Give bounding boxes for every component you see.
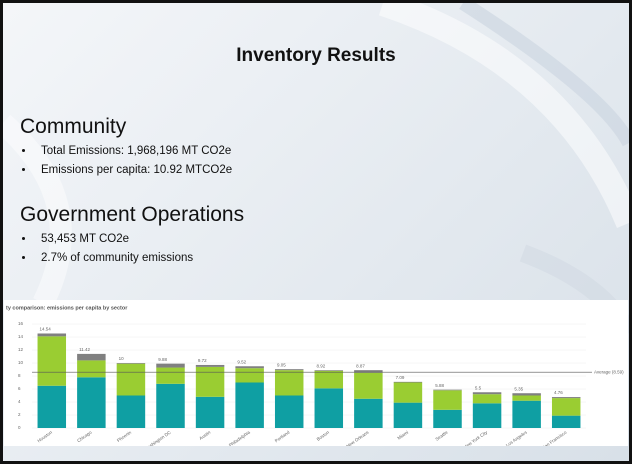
x-tick-label: Austin bbox=[198, 429, 212, 441]
bar-segment bbox=[274, 369, 304, 371]
bar-segment bbox=[393, 382, 423, 403]
bar-segment bbox=[314, 388, 344, 428]
bar-segment bbox=[37, 336, 67, 386]
total-label: 9.88 bbox=[158, 357, 167, 362]
bar-segment bbox=[195, 366, 225, 397]
y-tick-label: 0 bbox=[18, 425, 21, 430]
section-heading: Government Operations bbox=[20, 203, 245, 226]
bar-segment bbox=[274, 395, 304, 428]
bar-segment bbox=[472, 403, 502, 428]
bar-segment bbox=[235, 368, 264, 383]
y-tick-label: 12 bbox=[18, 347, 24, 352]
bar-segment bbox=[512, 393, 541, 396]
bar-segment bbox=[551, 397, 581, 399]
total-label: 5.88 bbox=[435, 383, 444, 388]
bar-segment bbox=[77, 377, 106, 428]
bullet: 53,453 MT CO2e bbox=[35, 233, 193, 245]
bullet-list: 53,453 MT CO2e 2.7% of community emissio… bbox=[20, 233, 193, 271]
bar-segment bbox=[116, 363, 146, 364]
chart-title: ty comparison: emissions per capita by s… bbox=[6, 305, 128, 311]
x-tick-label: Miami bbox=[396, 430, 409, 441]
bullet: Total Emissions: 1,968,196 MT CO2e bbox=[35, 145, 232, 157]
total-label: 11.42 bbox=[79, 347, 90, 352]
total-label: 4.76 bbox=[554, 390, 563, 395]
bar-segment bbox=[433, 390, 462, 410]
bar-segment bbox=[156, 363, 185, 368]
bar-segment bbox=[472, 392, 502, 395]
bar-segment bbox=[393, 381, 423, 383]
bullet: 2.7% of community emissions bbox=[35, 252, 193, 264]
bar-segment bbox=[77, 353, 106, 361]
bar-segment bbox=[314, 370, 344, 389]
y-tick-label: 8 bbox=[18, 373, 21, 378]
bar-segment bbox=[37, 385, 67, 428]
bar-segment bbox=[433, 409, 462, 428]
bullet: Emissions per capita: 10.92 MTCO2e bbox=[35, 164, 232, 176]
y-tick-label: 4 bbox=[18, 399, 21, 404]
total-label: 8.92 bbox=[317, 363, 326, 368]
slide-title: Inventory Results bbox=[236, 45, 396, 66]
total-label: 10 bbox=[119, 356, 125, 361]
total-label: 5.5 bbox=[475, 385, 482, 390]
bar-segment bbox=[314, 370, 344, 371]
bar-segment bbox=[116, 395, 146, 428]
total-label: 9.52 bbox=[237, 359, 246, 364]
bar-segment bbox=[354, 372, 383, 399]
bar-segment bbox=[235, 366, 264, 369]
section-heading: Community bbox=[20, 115, 127, 138]
bar-segment bbox=[235, 382, 264, 428]
bar-segment bbox=[195, 396, 225, 428]
bar-segment bbox=[512, 400, 541, 428]
y-tick-label: 2 bbox=[18, 412, 21, 417]
total-label: 5.35 bbox=[514, 386, 523, 391]
bar-segment bbox=[195, 364, 225, 367]
average-label: Average (8.59) bbox=[594, 369, 624, 374]
total-label: 9.05 bbox=[277, 362, 286, 367]
total-label: 9.72 bbox=[198, 358, 207, 363]
bar-segment bbox=[472, 394, 502, 404]
bar-segment bbox=[354, 398, 383, 428]
bar-segment bbox=[393, 402, 423, 428]
bar-segment bbox=[354, 370, 383, 373]
bar-segment bbox=[77, 360, 106, 378]
chart: ty comparison: emissions per capita by s… bbox=[4, 300, 628, 446]
bar-segment bbox=[433, 389, 462, 391]
bar-segment bbox=[37, 333, 67, 337]
bar-segment bbox=[156, 383, 185, 428]
total-label: 14.54 bbox=[40, 327, 52, 332]
bar-segment bbox=[116, 363, 146, 396]
y-tick-label: 14 bbox=[18, 334, 24, 339]
bar-segment bbox=[274, 370, 304, 396]
bar-segment bbox=[156, 367, 185, 384]
total-label: 8.87 bbox=[356, 363, 365, 368]
bar-segment bbox=[551, 415, 581, 428]
bar-segment bbox=[512, 395, 541, 401]
total-label: 7.09 bbox=[396, 375, 405, 380]
bar-segment bbox=[551, 398, 581, 416]
y-tick-label: 10 bbox=[18, 360, 24, 365]
y-tick-label: 6 bbox=[18, 386, 21, 391]
y-tick-label: 16 bbox=[18, 321, 24, 326]
bullet-list: Total Emissions: 1,968,196 MT CO2e Emiss… bbox=[20, 145, 232, 183]
